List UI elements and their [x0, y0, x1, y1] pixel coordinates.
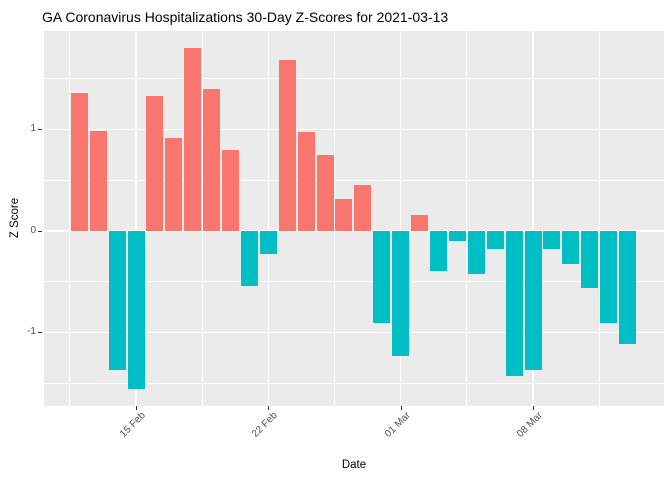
- x-tick-label: 22 Feb: [250, 410, 281, 440]
- chart-title: GA Coronavirus Hospitalizations 30-Day Z…: [42, 9, 449, 25]
- gridline-v-minor: [334, 31, 335, 406]
- bar-2021-02-17: [165, 137, 183, 231]
- x-axis-tick: [400, 406, 402, 410]
- gridline-v-minor: [466, 31, 468, 406]
- y-axis-tick: [38, 230, 42, 232]
- bar-2021-02-28: [373, 230, 391, 324]
- gridline-v-minor: [201, 31, 203, 406]
- y-axis-tick: [38, 332, 42, 334]
- gridline-h-major: [44, 331, 664, 334]
- x-tick-label: 15 Feb: [117, 410, 148, 440]
- x-tick-label: 08 Mar: [515, 410, 545, 440]
- gridline-h-minor: [44, 179, 664, 181]
- bar-2021-03-04: [448, 230, 466, 242]
- bar-2021-03-02: [411, 214, 429, 231]
- bar-2021-02-26: [335, 199, 353, 231]
- bar-2021-02-24: [297, 132, 315, 231]
- bar-2021-02-27: [354, 185, 372, 231]
- bar-2021-03-09: [543, 230, 561, 250]
- bar-2021-03-13: [619, 230, 637, 344]
- gridline-h-minor: [44, 78, 664, 80]
- bar-2021-03-01: [392, 230, 410, 356]
- y-axis-tick: [38, 129, 42, 131]
- x-tick-label: 01 Mar: [382, 410, 413, 440]
- bar-2021-03-06: [486, 230, 504, 250]
- gridline-v-major: [267, 31, 270, 406]
- gridline-h-minor: [44, 281, 664, 283]
- y-tick-label: -1: [27, 326, 36, 338]
- gridline-v-major: [399, 31, 402, 406]
- bar-2021-02-15: [127, 230, 145, 390]
- bar-2021-02-19: [203, 88, 221, 231]
- bar-2021-03-08: [524, 230, 542, 370]
- bar-2021-02-18: [184, 48, 202, 231]
- bar-2021-02-23: [278, 60, 296, 231]
- bar-2021-02-22: [259, 230, 277, 255]
- bar-2021-02-20: [222, 149, 240, 231]
- gridline-v-minor: [69, 31, 71, 406]
- gridline-v-major: [532, 31, 534, 406]
- bar-2021-02-21: [240, 230, 258, 286]
- gridline-v-minor: [598, 31, 600, 406]
- bar-2021-03-12: [600, 230, 618, 324]
- gridline-h-minor: [44, 382, 664, 384]
- x-axis-title: Date: [341, 459, 367, 471]
- gridline-v-major: [135, 31, 137, 406]
- plot-panel: [44, 31, 664, 406]
- x-axis-tick: [268, 406, 270, 410]
- bar-2021-02-12: [70, 92, 88, 231]
- bar-2021-03-11: [581, 230, 599, 288]
- bar-2021-03-05: [467, 230, 485, 274]
- gridline-h-major: [44, 128, 664, 131]
- bar-2021-03-03: [429, 230, 447, 271]
- x-axis-tick: [533, 406, 535, 410]
- bar-2021-03-10: [562, 230, 580, 265]
- bar-2021-02-14: [108, 230, 126, 370]
- y-tick-label: 1: [30, 123, 36, 135]
- x-axis-tick: [136, 406, 137, 410]
- bar-2021-02-16: [146, 95, 164, 231]
- bar-2021-02-25: [316, 154, 334, 231]
- bar-2021-03-07: [505, 230, 523, 377]
- bar-2021-02-13: [89, 131, 107, 231]
- gridline-h-major: [44, 230, 664, 232]
- y-tick-label: 0: [30, 224, 36, 236]
